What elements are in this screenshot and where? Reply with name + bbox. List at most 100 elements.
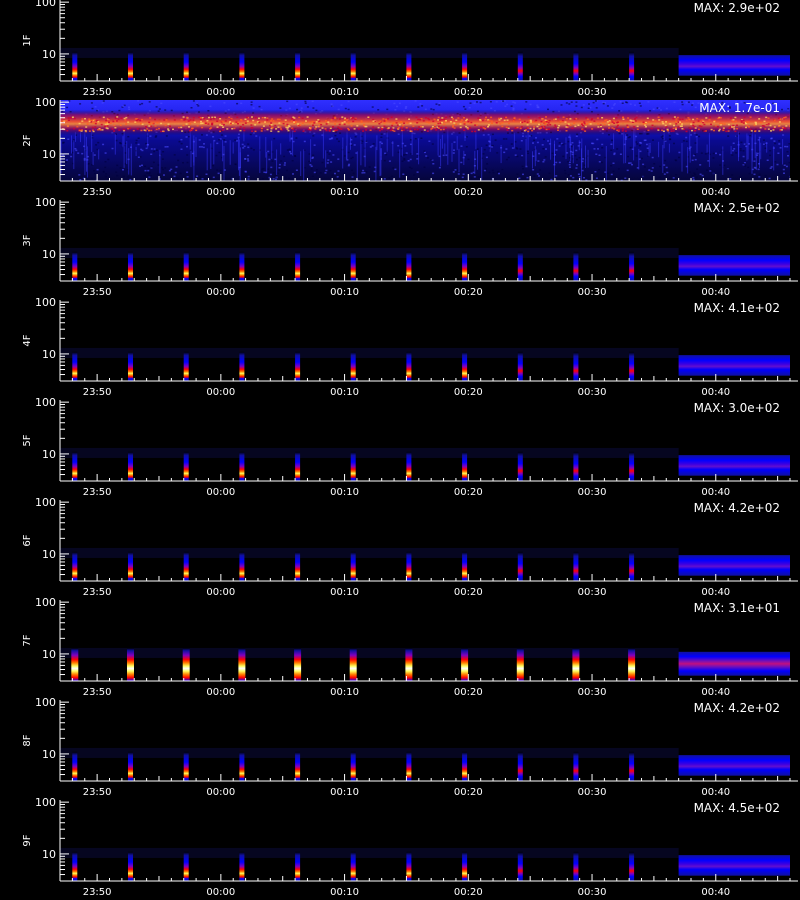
x-tick-label: 00:30	[578, 87, 607, 98]
y-tick-label: 10	[42, 448, 56, 461]
panel-label: 3F	[22, 234, 33, 246]
panel-label: 5F	[22, 434, 33, 446]
burst-mark	[573, 551, 579, 581]
panel-label: 2F	[22, 134, 33, 146]
burst-mark	[128, 851, 133, 881]
burst-mark	[462, 551, 468, 581]
burst-mark	[350, 51, 356, 81]
panel-axes	[59, 700, 798, 782]
x-tick-label: 00:00	[206, 287, 235, 298]
x-tick-label: 00:00	[206, 487, 235, 498]
panel-plot-area	[60, 647, 790, 681]
x-tick-label: 23:50	[83, 587, 112, 598]
x-tick-label: 00:20	[454, 787, 483, 798]
x-tick-label: 23:50	[83, 187, 112, 198]
spectrogram-panel-2f: 100 10 23:50 00:00 00:10 00:20 00:30 00:40 2F MAX…	[22, 96, 798, 198]
burst-mark	[573, 51, 579, 81]
burst-mark	[239, 451, 245, 481]
burst-mark	[239, 51, 245, 81]
panel-plot-area	[60, 100, 790, 181]
burst-mark	[128, 451, 133, 481]
y-tick-label: 10	[42, 748, 56, 761]
burst-mark	[629, 851, 635, 881]
burst-mark	[462, 251, 468, 281]
steady-band	[678, 355, 790, 376]
burst-mark	[572, 648, 580, 681]
x-tick-label: 00:40	[701, 587, 730, 598]
panel-label: 8F	[22, 734, 33, 746]
x-tick-label: 00:20	[454, 387, 483, 398]
panel-label: 9F	[22, 834, 33, 846]
panel-axes	[59, 500, 798, 582]
burst-mark	[239, 851, 245, 881]
panel-label: 1F	[22, 34, 33, 46]
panel-axes	[59, 100, 798, 182]
burst-mark	[295, 851, 301, 881]
burst-mark	[295, 251, 301, 281]
y-tick-label: 10	[42, 248, 56, 261]
steady-band	[678, 455, 790, 476]
x-tick-label: 00:00	[206, 687, 235, 698]
steady-band	[678, 255, 790, 276]
burst-mark	[462, 851, 468, 881]
panel-axes	[59, 300, 798, 382]
x-tick-label: 00:00	[206, 87, 235, 98]
x-tick-label: 00:20	[454, 687, 483, 698]
panel-axes	[59, 600, 798, 682]
panel-plot-area	[60, 347, 790, 381]
panel-plot-area	[60, 847, 790, 881]
burst-mark	[183, 451, 189, 481]
panel-axes	[59, 800, 798, 882]
steady-band	[678, 651, 790, 676]
burst-mark	[183, 51, 189, 81]
burst-mark	[72, 51, 78, 81]
y-tick-label: 100	[35, 796, 56, 809]
panel-plot-area	[60, 447, 790, 481]
burst-mark	[182, 648, 190, 681]
x-tick-label: 00:30	[578, 787, 607, 798]
burst-mark	[573, 451, 579, 481]
x-tick-label: 23:50	[83, 287, 112, 298]
burst-mark	[406, 851, 412, 881]
burst-mark	[71, 648, 79, 681]
burst-mark	[629, 251, 635, 281]
y-tick-label: 100	[35, 396, 56, 409]
max-annotation: MAX: 4.2e+02	[694, 501, 780, 515]
x-tick-label: 00:30	[578, 887, 607, 898]
burst-mark	[573, 851, 579, 881]
spectrogram-panel-9f: 100 10 23:50 00:00 00:10 00:20 00:30 00:40 9F MAX…	[22, 796, 798, 898]
x-tick-label: 00:20	[454, 887, 483, 898]
burst-mark	[629, 551, 635, 581]
burst-mark	[294, 648, 302, 681]
x-tick-label: 00:30	[578, 487, 607, 498]
y-tick-label: 100	[35, 96, 56, 109]
x-tick-label: 23:50	[83, 687, 112, 698]
x-tick-label: 00:00	[206, 387, 235, 398]
panel-label: 4F	[22, 334, 33, 346]
spectrogram-panel-5f: 100 10 23:50 00:00 00:10 00:20 00:30 00:40 5F MAX…	[22, 396, 798, 498]
burst-mark	[516, 648, 524, 681]
x-tick-label: 00:10	[330, 387, 359, 398]
x-tick-label: 00:10	[330, 487, 359, 498]
burst-mark	[72, 451, 78, 481]
burst-mark	[183, 251, 189, 281]
burst-mark	[629, 51, 635, 81]
y-tick-label: 10	[42, 648, 56, 661]
panel-plot-area	[60, 747, 790, 781]
burst-mark	[406, 451, 412, 481]
panel-plot-area	[60, 47, 790, 81]
x-tick-label: 00:40	[701, 887, 730, 898]
steady-band	[678, 55, 790, 76]
spectrogram-panel-3f: 100 10 23:50 00:00 00:10 00:20 00:30 00:40 3F MAX…	[22, 196, 798, 298]
x-tick-label: 00:40	[701, 687, 730, 698]
spectrogram-panel-6f: 100 10 23:50 00:00 00:10 00:20 00:30 00:40 6F MAX…	[22, 496, 798, 598]
burst-mark	[517, 751, 523, 781]
x-tick-label: 23:50	[83, 87, 112, 98]
burst-mark	[406, 251, 412, 281]
burst-mark	[629, 351, 635, 381]
burst-mark	[183, 551, 189, 581]
burst-mark	[573, 751, 579, 781]
burst-mark	[350, 751, 356, 781]
burst-mark	[350, 451, 356, 481]
y-tick-label: 10	[42, 548, 56, 561]
